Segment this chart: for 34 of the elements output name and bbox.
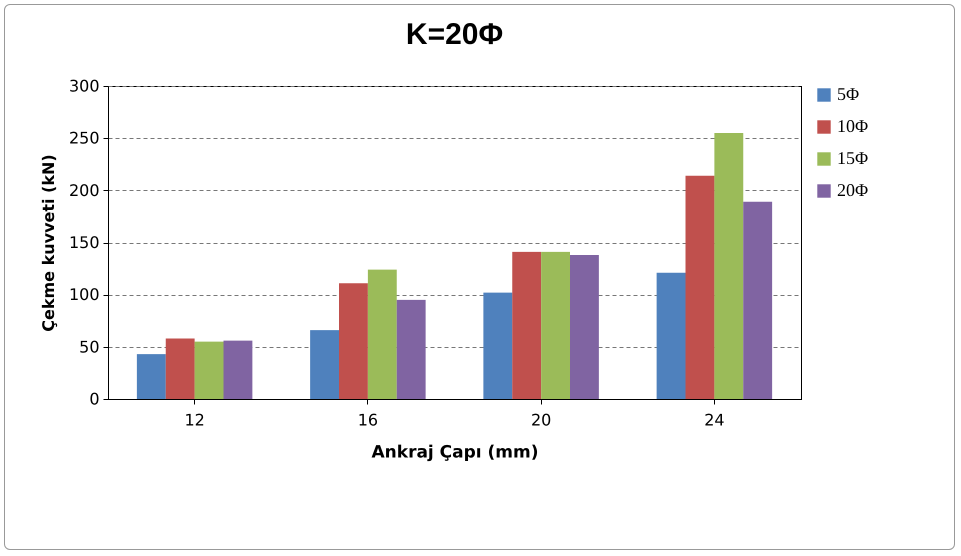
bar (656, 272, 686, 399)
bar (310, 330, 339, 399)
bar (743, 202, 772, 399)
bar (714, 132, 744, 399)
y-tick-label: 300 (68, 76, 100, 96)
bar (166, 338, 195, 399)
y-tick-label: 200 (68, 180, 100, 200)
y-tick-label: 250 (68, 128, 100, 148)
bar (541, 252, 570, 399)
bar (368, 270, 397, 399)
chart-title: K=20Φ (406, 18, 504, 51)
bar (570, 255, 599, 399)
y-tick-label: 150 (68, 233, 100, 252)
legend-label: 5Φ (837, 84, 860, 104)
x-tick-label: 24 (704, 410, 725, 430)
x-tick-label: 12 (184, 410, 205, 430)
x-tick-label: 16 (358, 410, 378, 430)
bar (339, 283, 368, 399)
y-axis-title: Çekme kuvveti (kN) (38, 154, 58, 332)
bar (396, 300, 426, 399)
x-tick-label: 20 (530, 410, 552, 430)
legend-label: 15Φ (837, 148, 868, 168)
bar (194, 342, 224, 399)
legend-label: 20Φ (837, 180, 868, 200)
x-axis-title: Ankraj Çapı (mm) (372, 442, 538, 462)
bar (686, 176, 714, 399)
y-tick-label: 0 (89, 390, 100, 408)
y-tick-label: 50 (79, 337, 100, 356)
bar (483, 292, 512, 399)
bar (512, 252, 542, 399)
y-tick-label: 100 (68, 285, 100, 304)
bar (136, 354, 166, 399)
legend-label: 10Φ (837, 116, 868, 136)
bar (224, 340, 252, 399)
